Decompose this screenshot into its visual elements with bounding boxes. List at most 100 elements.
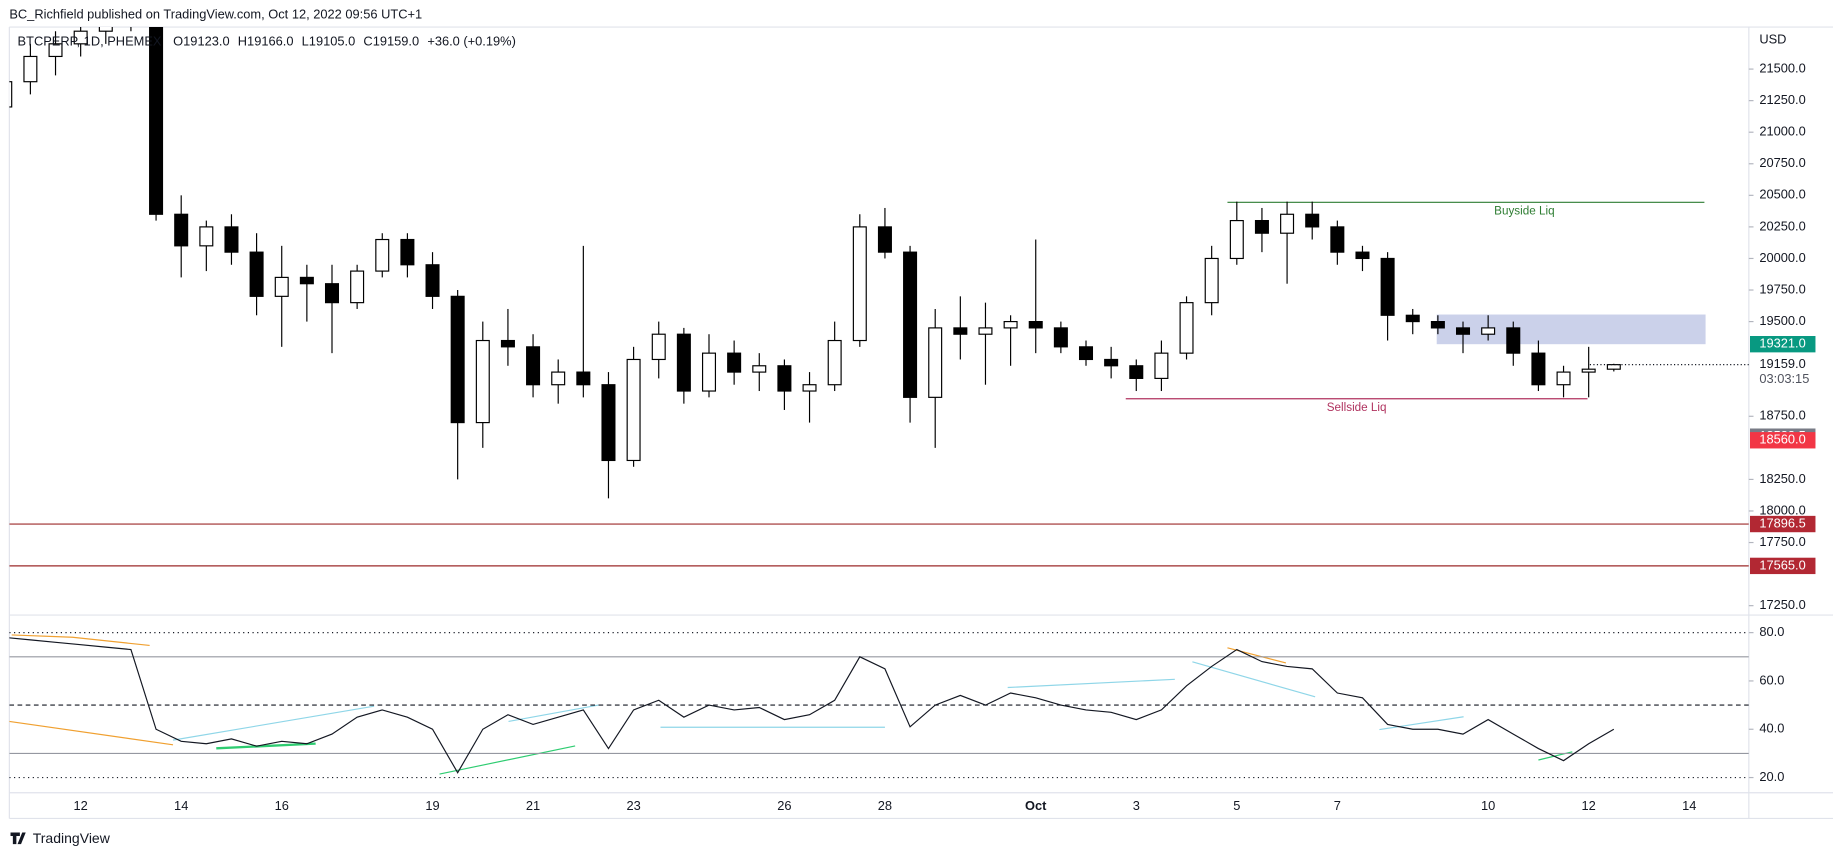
candle — [953, 296, 968, 360]
x-tick-label: 26 — [777, 798, 791, 813]
candle — [450, 290, 465, 480]
candle — [1254, 207, 1269, 253]
candle — [1104, 346, 1119, 379]
candle — [1405, 308, 1420, 335]
candle-body — [752, 365, 767, 373]
candle-body — [1053, 327, 1068, 348]
x-tick-label: 14 — [1682, 798, 1696, 813]
x-tick-label: 21 — [526, 798, 540, 813]
divergence — [216, 742, 316, 750]
divergence — [1192, 661, 1316, 698]
y-tick-label: 21000.0 — [1759, 124, 1805, 139]
candle — [475, 321, 490, 448]
candle-body — [1355, 251, 1370, 260]
candle — [73, 27, 88, 57]
brand: TradingView — [33, 830, 111, 846]
candle — [350, 264, 365, 309]
candle — [1606, 363, 1621, 372]
y-tick-label: 18000.0 — [1759, 502, 1805, 517]
candle-body — [978, 327, 993, 335]
candle-body — [1506, 327, 1521, 354]
rsi-tick-label: 20.0 — [1759, 769, 1784, 784]
y-tick-label: 20250.0 — [1759, 218, 1805, 233]
y-tick-label: 17750.0 — [1759, 534, 1805, 549]
candle — [676, 327, 691, 404]
candle — [1455, 321, 1471, 354]
candle-body — [877, 226, 892, 253]
candle — [1280, 201, 1295, 284]
candle-body — [1305, 213, 1320, 228]
fvg-zone — [1436, 314, 1706, 345]
candle — [1330, 220, 1345, 265]
y-tick-label: 18750.0 — [1759, 408, 1805, 423]
candle-body — [149, 27, 164, 215]
countdown: 03:03:15 — [1759, 371, 1809, 386]
candle — [224, 214, 239, 265]
x-tick-label: 16 — [275, 798, 289, 813]
candle — [425, 252, 440, 309]
candle-body — [903, 251, 918, 398]
candle — [48, 31, 63, 76]
last-price-badge — [1750, 356, 1816, 389]
candle-body — [375, 238, 390, 272]
candle — [1380, 252, 1395, 341]
divergence — [1007, 678, 1175, 689]
candle-body — [1229, 219, 1244, 260]
legend-value: +36.0 (+0.19%) — [427, 34, 516, 49]
candle-body — [1531, 352, 1546, 386]
price-badge-label: 17565.0 — [1759, 557, 1805, 572]
candle — [526, 334, 541, 398]
logo-icon — [10, 832, 26, 845]
candle — [174, 195, 189, 278]
rsi-tick-label: 80.0 — [1759, 624, 1784, 639]
price-badge-label: 19321.0 — [1759, 336, 1805, 351]
candle — [978, 302, 993, 385]
candle — [1154, 340, 1169, 392]
candle — [274, 245, 289, 347]
candle — [1229, 201, 1244, 265]
candle-body — [1254, 219, 1269, 234]
liquidity-label: Buyside Liq — [1494, 205, 1554, 218]
last-price-label: 19159.0 — [1759, 356, 1805, 371]
candle — [626, 346, 641, 467]
candle — [1481, 315, 1496, 341]
candle — [601, 372, 616, 499]
candle — [1179, 296, 1194, 360]
plot: Buyside Liq Sellside Liq — [9, 27, 1749, 779]
candle-body — [1455, 327, 1471, 335]
candle — [1355, 245, 1370, 272]
candle-body — [450, 295, 465, 424]
candle — [903, 245, 918, 423]
divergence — [439, 745, 576, 775]
candle-body — [400, 238, 415, 266]
divergence — [11, 634, 150, 647]
candle-body — [23, 55, 38, 83]
candle-body — [701, 352, 717, 392]
x-tick-label: 14 — [174, 798, 188, 813]
currency: USD — [1759, 31, 1786, 46]
candle — [877, 207, 892, 259]
candle — [1506, 321, 1521, 366]
legend-value: C19159.0 — [363, 34, 419, 49]
candle — [852, 214, 867, 347]
candle — [1003, 315, 1018, 366]
candle — [1305, 201, 1320, 240]
legend-value: H19166.0 — [238, 34, 294, 49]
candle-body — [1556, 371, 1571, 386]
candle — [827, 321, 842, 392]
rsi-tick-label: 40.0 — [1759, 721, 1784, 736]
candle — [500, 308, 515, 366]
candle — [1204, 245, 1219, 316]
candle-body — [1129, 365, 1144, 379]
divergence — [172, 705, 375, 741]
x-tick-label: 5 — [1233, 798, 1240, 813]
candle-body — [526, 346, 541, 386]
candle — [651, 321, 666, 379]
candle-body — [324, 283, 340, 304]
candle-body — [274, 276, 289, 297]
candle — [1430, 315, 1445, 335]
candle-body — [1330, 226, 1345, 253]
candle-body — [802, 384, 817, 392]
candle-body — [576, 371, 591, 386]
